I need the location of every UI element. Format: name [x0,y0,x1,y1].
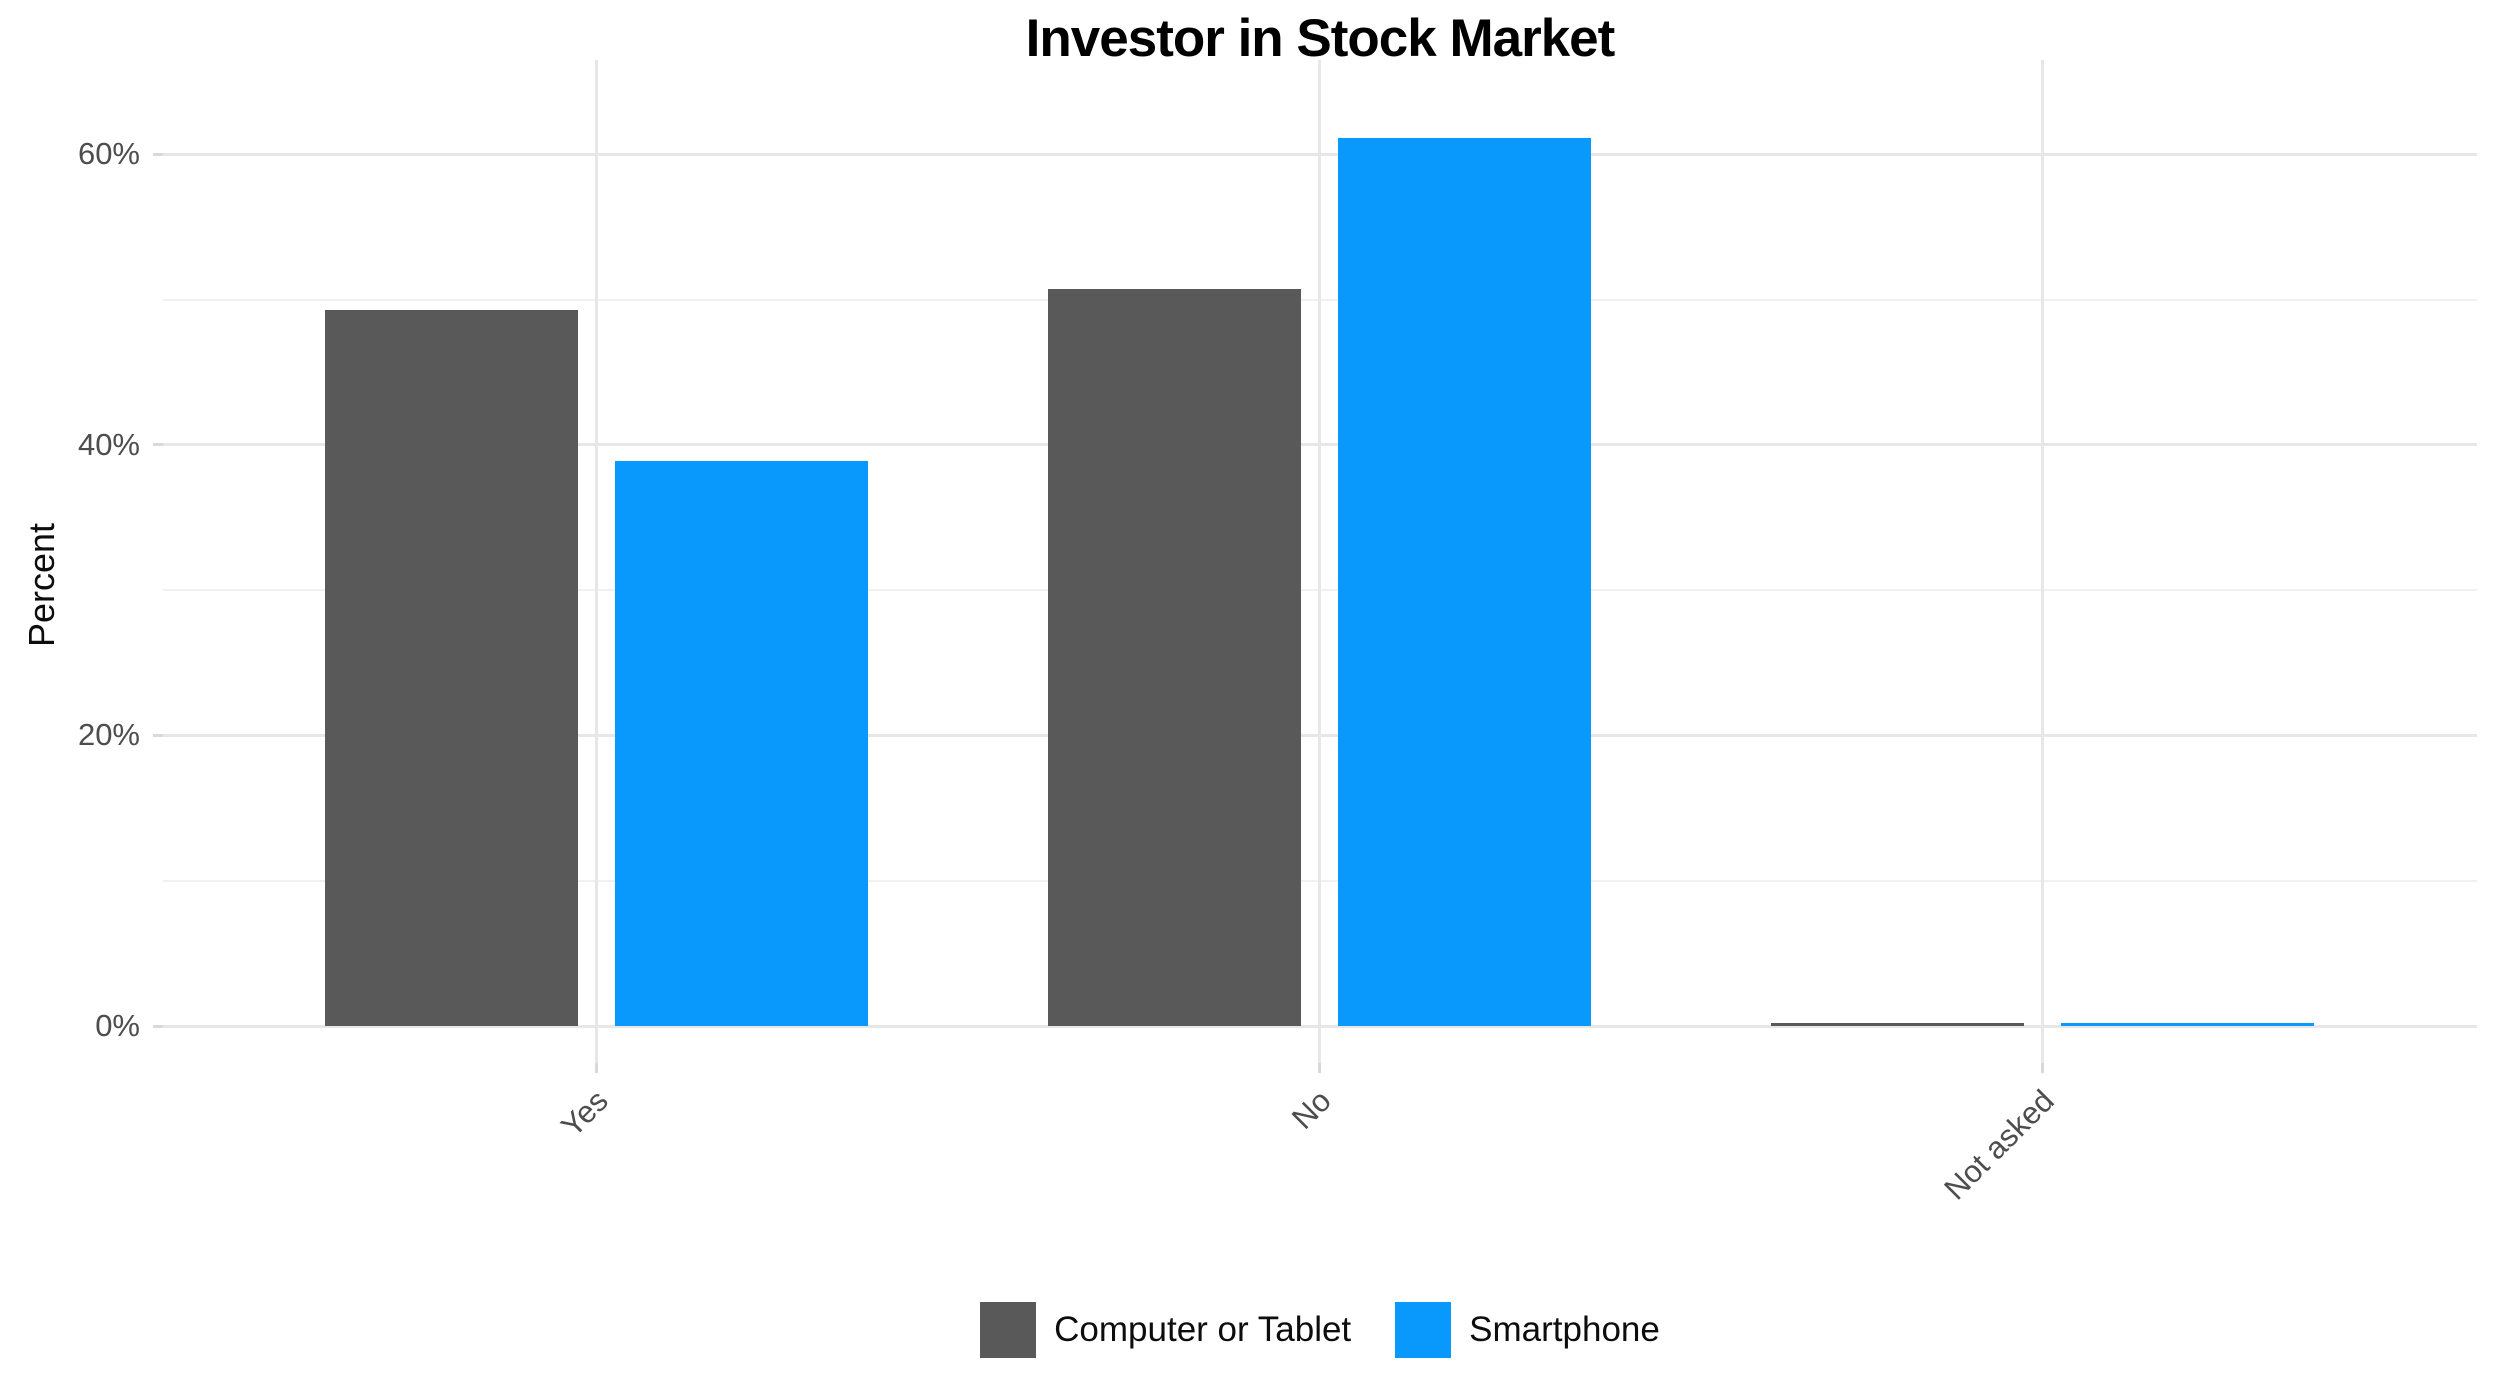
bar-smartphone-not-asked [2060,1023,2314,1026]
legend-item-smartphone: Smartphone [1395,1302,1660,1358]
legend-swatch-computer-or-tablet [980,1302,1037,1358]
y-tick-label-20: 20% [77,717,140,753]
y-tick-mark-40 [153,443,163,447]
gridline-vertical-yes [594,60,598,1063]
gridline-vertical-no [1317,60,1321,1063]
bar-computer-or-tablet-no [1047,289,1301,1026]
legend-label-computer-or-tablet: Computer or Tablet [1054,1310,1352,1349]
bar-smartphone-no [1337,138,1591,1026]
y-tick-mark-0 [153,1024,163,1028]
plot-panel [163,60,2477,1063]
y-tick-label-0: 0% [95,1008,140,1043]
chart-title: Investor in Stock Market [1025,9,1616,68]
y-tick-label-60: 60% [77,136,140,172]
y-tick-label-40: 40% [77,426,140,462]
bar-computer-or-tablet-not-asked [1770,1023,2024,1026]
bar-computer-or-tablet-yes [324,309,578,1026]
x-tick-mark-not-asked [2040,1063,2044,1073]
y-tick-mark-20 [153,733,163,737]
y-tick-mark-60 [153,152,163,156]
gridline-vertical-not-asked [2040,60,2044,1063]
y-axis-title: Percent [21,522,62,648]
x-tick-mark-no [1317,1063,1321,1073]
legend-label-smartphone: Smartphone [1469,1310,1660,1349]
bar-smartphone-yes [614,460,868,1026]
legend-swatch-smartphone [1395,1302,1452,1358]
x-tick-mark-yes [594,1063,598,1073]
legend: Computer or Tablet Smartphone [163,1290,2477,1370]
legend-item-computer-or-tablet: Computer or Tablet [980,1302,1351,1358]
